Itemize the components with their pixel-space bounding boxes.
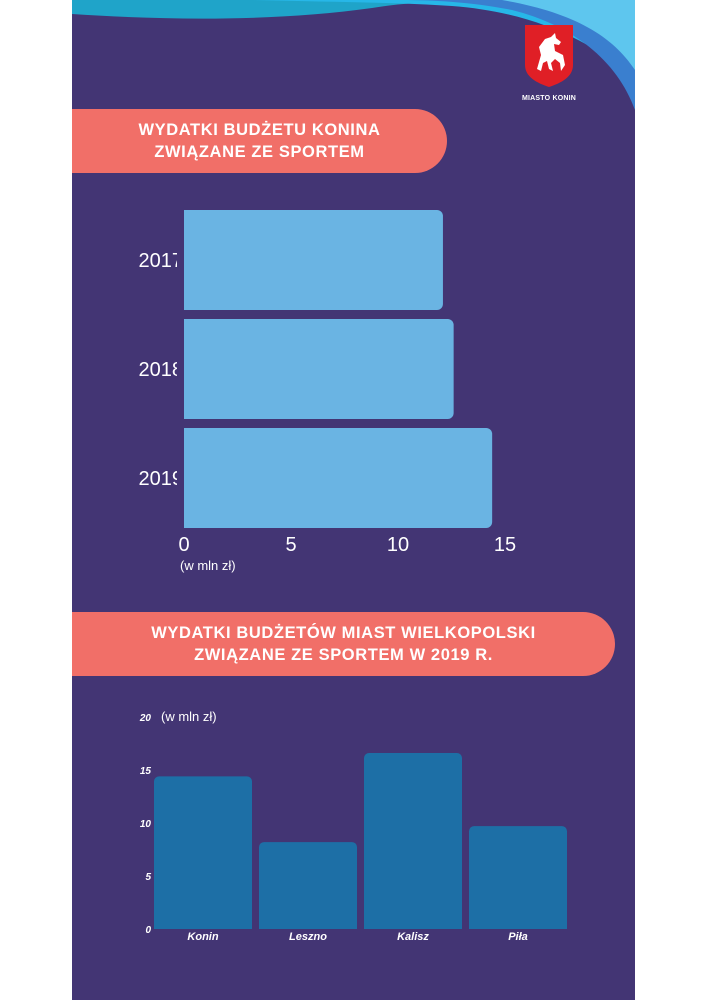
chart2-title-line1: WYDATKI BUDŻETÓW MIAST WIELKOPOLSKI bbox=[151, 624, 536, 642]
category-label-2017: 2017 bbox=[139, 250, 184, 272]
x-tick-label-0: 0 bbox=[178, 534, 189, 556]
bar-piła bbox=[469, 826, 567, 934]
wave-decoration bbox=[72, 0, 635, 110]
bar-2018 bbox=[178, 319, 454, 419]
category-label-2018: 2018 bbox=[139, 359, 184, 381]
category-label-leszno: Leszno bbox=[289, 931, 327, 943]
x-tick-label-5: 5 bbox=[285, 534, 296, 556]
bar-2017 bbox=[178, 210, 443, 310]
infographic-poster: MIASTO KONIN WYDATKI BUDŻETU KONINA ZWIĄ… bbox=[72, 0, 635, 1000]
unit-label: (w mln zł) bbox=[180, 558, 236, 573]
chart1-title-banner: WYDATKI BUDŻETU KONINA ZWIĄZANE ZE SPORT… bbox=[72, 109, 447, 173]
chart2-title-line2: ZWIĄZANE ZE SPORTEM W 2019 R. bbox=[194, 646, 493, 664]
bar-bottom-mask bbox=[153, 929, 573, 936]
x-tick-label-15: 15 bbox=[494, 534, 516, 556]
bar-left-mask bbox=[177, 200, 184, 540]
bar-konin bbox=[154, 776, 252, 934]
logo-caption: MIASTO KONIN bbox=[522, 95, 576, 102]
konin-expenses-bar-chart: 2017 2018 2019 0 5 10 15 (w mln zł) bbox=[139, 200, 516, 573]
cities-expenses-bar-chart: 0 5 10 15 20 (w mln zł) Konin Leszno Kalisz Piła bbox=[139, 709, 573, 943]
x-tick-label-10: 10 bbox=[387, 534, 409, 556]
bar-kalisz bbox=[364, 753, 462, 934]
y-tick-label-15: 15 bbox=[140, 766, 152, 777]
chart1-title-line2: ZWIĄZANE ZE SPORTEM bbox=[154, 143, 365, 161]
category-label-kalisz: Kalisz bbox=[397, 931, 429, 943]
category-label-2019: 2019 bbox=[139, 468, 184, 490]
chart2-title-banner: WYDATKI BUDŻETÓW MIAST WIELKOPOLSKI ZWIĄ… bbox=[72, 612, 615, 676]
category-label-piła: Piła bbox=[508, 931, 528, 943]
bar-2019 bbox=[178, 428, 493, 528]
category-label-konin: Konin bbox=[187, 931, 218, 943]
y-tick-label-0: 0 bbox=[145, 925, 151, 936]
chart1-title-line1: WYDATKI BUDŻETU KONINA bbox=[138, 121, 381, 139]
y-tick-label-10: 10 bbox=[140, 819, 152, 830]
y-tick-label-20: 20 bbox=[139, 713, 152, 724]
unit-label: (w mln zł) bbox=[161, 709, 217, 724]
horse-coat-of-arms-icon bbox=[525, 25, 573, 87]
bar-leszno bbox=[259, 842, 357, 934]
y-tick-label-5: 5 bbox=[145, 872, 151, 883]
